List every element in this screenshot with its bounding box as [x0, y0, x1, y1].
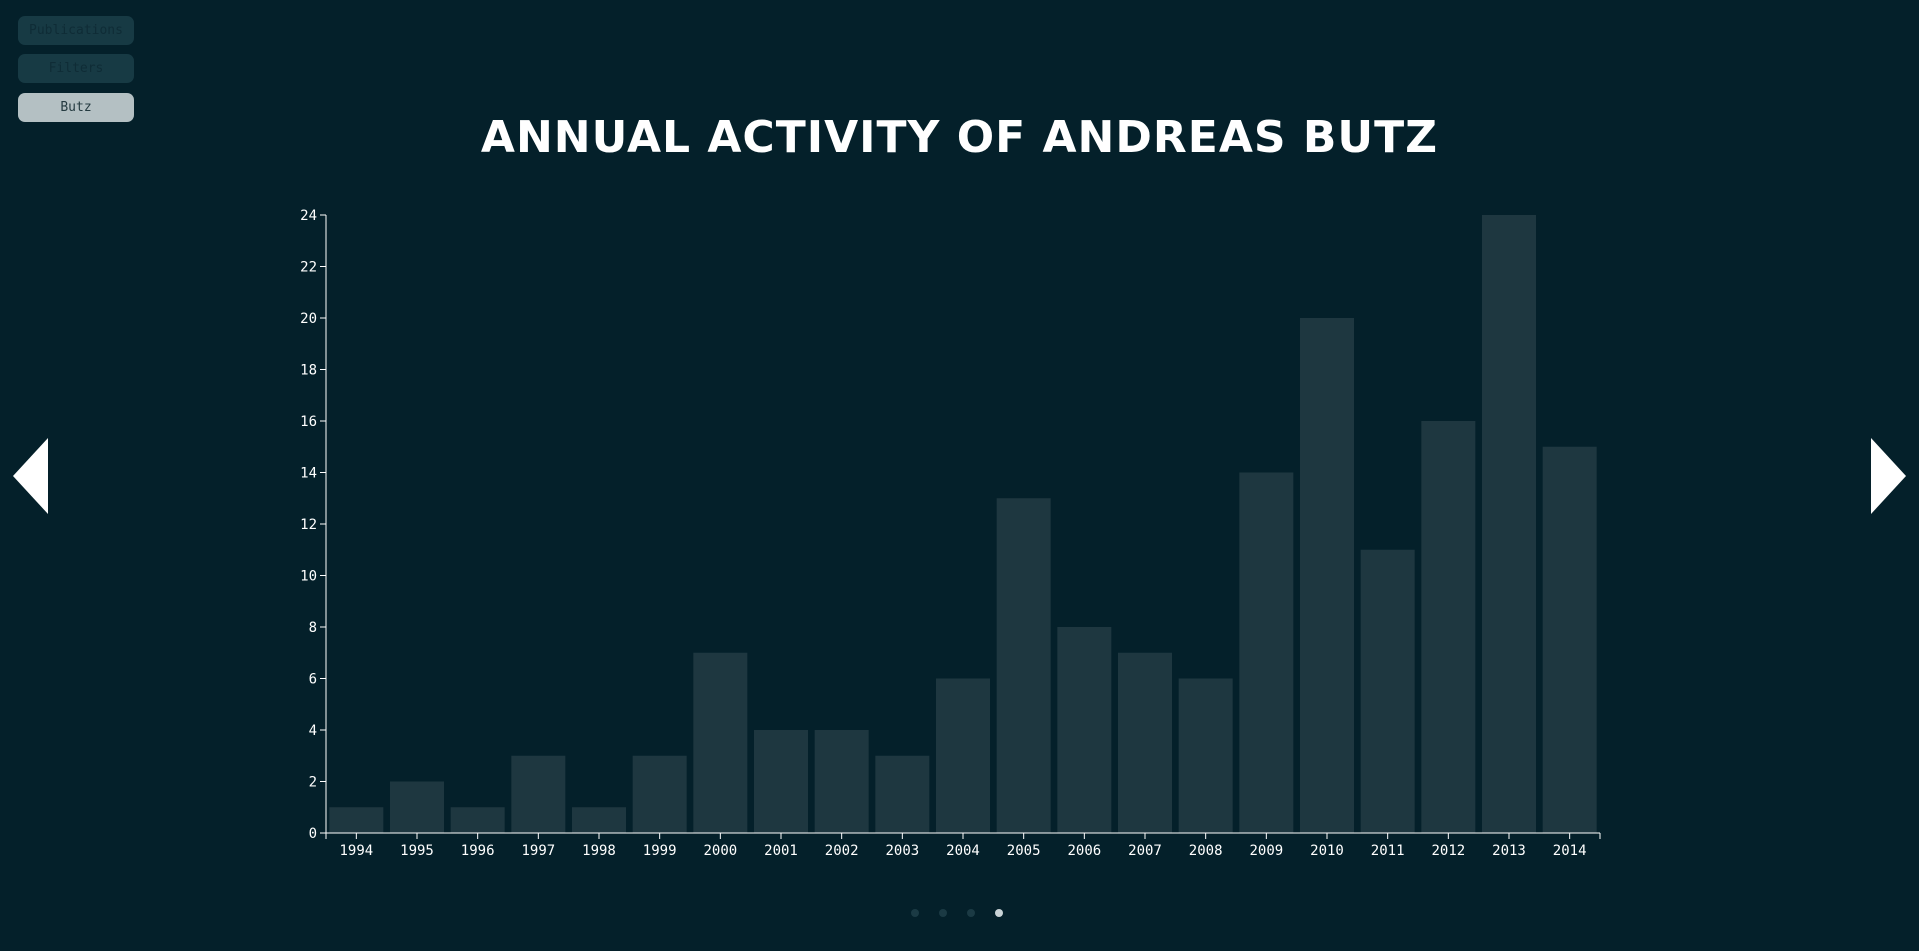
x-tick-label-2003: 2003 [885, 843, 919, 859]
bar-2014 [1542, 446, 1597, 833]
x-tick-label-1995: 1995 [400, 843, 434, 859]
bar-1997 [511, 755, 566, 833]
bar-2006 [1057, 627, 1112, 833]
bar-2000 [693, 652, 748, 833]
bar-2005 [996, 498, 1051, 833]
y-tick-label-6: 6 [309, 672, 317, 688]
y-tick-label-12: 12 [300, 517, 317, 533]
pagination-dots [911, 909, 1003, 917]
next-arrow-icon[interactable] [1871, 438, 1906, 514]
y-tick-label-10: 10 [300, 569, 317, 585]
x-tick-label-1996: 1996 [461, 843, 495, 859]
x-tick-label-2001: 2001 [764, 843, 798, 859]
x-tick-label-2008: 2008 [1189, 843, 1223, 859]
y-tick-label-4: 4 [309, 723, 317, 739]
y-tick-label-18: 18 [300, 363, 317, 379]
y-tick-label-16: 16 [300, 414, 317, 430]
bar-2013 [1482, 215, 1536, 833]
x-tick-label-1998: 1998 [582, 843, 616, 859]
bar-1995 [390, 781, 444, 833]
bar-1996 [450, 807, 505, 833]
y-tick-label-14: 14 [300, 466, 317, 482]
chart-title: ANNUAL ACTIVITY OF ANDREAS BUTZ [480, 112, 1439, 163]
bar-2010 [1300, 318, 1354, 833]
pagination-dot-2[interactable] [939, 909, 947, 917]
y-tick-label-22: 22 [300, 260, 317, 276]
bar-1999 [632, 755, 687, 833]
x-tick-label-2000: 2000 [703, 843, 737, 859]
bar-2009 [1239, 472, 1294, 833]
x-tick-label-2006: 2006 [1067, 843, 1101, 859]
bar-1998 [572, 807, 626, 833]
x-tick-label-1997: 1997 [521, 843, 555, 859]
butz-button[interactable]: Butz [18, 93, 134, 122]
x-tick-label-1994: 1994 [339, 843, 373, 859]
bar-2007 [1118, 652, 1172, 833]
pagination-dot-1[interactable] [911, 909, 919, 917]
previous-arrow-icon[interactable] [13, 438, 48, 514]
x-tick-label-2010: 2010 [1310, 843, 1344, 859]
x-tick-label-2012: 2012 [1431, 843, 1465, 859]
y-tick-label-2: 2 [309, 775, 317, 791]
pagination-dot-4[interactable] [995, 909, 1003, 917]
bar-2004 [936, 678, 990, 833]
publications-button[interactable]: Publications [18, 16, 134, 45]
x-tick-label-2013: 2013 [1492, 843, 1526, 859]
bar-1994 [329, 807, 384, 833]
x-tick-label-2014: 2014 [1553, 843, 1587, 859]
filters-button[interactable]: Filters [18, 54, 134, 83]
x-tick-label-2009: 2009 [1249, 843, 1283, 859]
pagination-dot-3[interactable] [967, 909, 975, 917]
bar-2003 [875, 755, 930, 833]
bar-2008 [1178, 678, 1233, 833]
x-tick-label-2005: 2005 [1007, 843, 1041, 859]
y-tick-label-20: 20 [300, 311, 317, 327]
x-tick-label-2004: 2004 [946, 843, 980, 859]
x-tick-label-2002: 2002 [825, 843, 859, 859]
y-tick-label-0: 0 [309, 826, 317, 842]
bar-2002 [814, 730, 869, 833]
x-tick-label-1999: 1999 [643, 843, 677, 859]
y-tick-label-8: 8 [309, 620, 317, 636]
x-tick-label-2011: 2011 [1371, 843, 1405, 859]
y-tick-label-24: 24 [300, 208, 317, 224]
x-tick-label-2007: 2007 [1128, 843, 1162, 859]
bar-2011 [1360, 549, 1415, 833]
bar-2001 [754, 730, 808, 833]
bar-2012 [1421, 421, 1476, 833]
